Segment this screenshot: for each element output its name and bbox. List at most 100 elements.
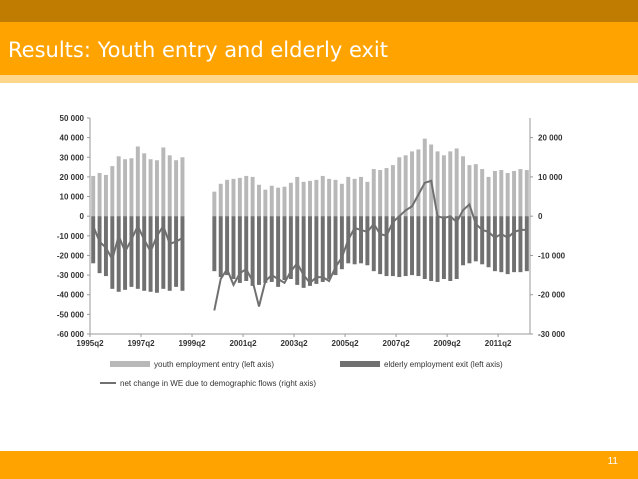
youth-entry-bar <box>473 164 478 217</box>
elderly-exit-bar <box>161 216 166 289</box>
youth-entry-bar <box>110 166 115 217</box>
elderly-exit-bar <box>365 216 370 266</box>
youth-entry-bar <box>263 189 268 217</box>
left-tick-label: 0 <box>80 212 85 221</box>
elderly-exit-bar <box>512 216 517 273</box>
elderly-exit-bar <box>429 216 434 281</box>
elderly-exit-bar <box>110 216 115 289</box>
left-tick-label: 50 000 <box>60 114 85 123</box>
x-tick-label: 1999q2 <box>178 339 206 348</box>
youth-entry-bar <box>480 169 485 217</box>
x-tick-label: 2005q2 <box>332 339 360 348</box>
elderly-exit-bar <box>416 216 421 277</box>
elderly-exit-bar <box>116 216 121 292</box>
youth-entry-bar <box>180 157 185 217</box>
youth-entry-bar <box>518 169 523 217</box>
youth-entry-bar <box>346 176 351 217</box>
youth-entry-bar <box>135 146 140 217</box>
legend-label-youth: youth employment entry (left axis) <box>154 360 274 369</box>
left-tick-label: 30 000 <box>60 153 85 162</box>
legend-swatch-youth <box>110 361 150 367</box>
elderly-exit-bar <box>371 216 376 272</box>
youth-entry-bar <box>435 151 440 217</box>
elderly-exit-bar <box>390 216 395 277</box>
elderly-exit-bar <box>403 216 408 277</box>
youth-entry-bar <box>250 176 255 217</box>
elderly-exit-bar <box>231 216 236 280</box>
elderly-exit-bar <box>480 216 485 265</box>
x-tick-label: 1997q2 <box>127 339 155 348</box>
youth-entry-bar <box>288 182 293 217</box>
elderly-exit-bar <box>435 216 440 282</box>
net-change-line <box>92 223 184 263</box>
youth-entry-bar <box>320 175 325 217</box>
youth-entry-bar <box>499 170 504 217</box>
youth-entry-bar <box>276 187 281 217</box>
elderly-exit-bar <box>467 216 472 264</box>
elderly-exit-bar <box>269 216 274 282</box>
chart: 50 000 40 000 30 000 20 000 10 000 0 -10 000 -2… <box>57 114 566 388</box>
title-bar: Results: Youth entry and elderly exit <box>0 22 638 75</box>
youth-entry-bar <box>461 156 466 217</box>
youth-entry-bar <box>244 175 249 217</box>
elderly-exit-bar <box>97 216 102 274</box>
header-top-bar <box>0 0 638 22</box>
left-tick-label: -40 000 <box>57 291 85 300</box>
elderly-exit-bar <box>320 216 325 282</box>
youth-entry-bar <box>467 165 472 217</box>
elderly-exit-bar <box>486 216 491 268</box>
header-accent-strip <box>0 75 638 83</box>
x-tick-label: 2001q2 <box>229 339 257 348</box>
youth-entry-bar <box>403 155 408 217</box>
youth-entry-bar <box>378 170 383 217</box>
chart-bars <box>91 138 529 293</box>
left-tick-label: 10 000 <box>60 193 85 202</box>
youth-entry-bar <box>237 177 242 217</box>
youth-entry-bar <box>167 155 172 217</box>
elderly-exit-bar <box>454 216 459 280</box>
youth-entry-bar <box>269 185 274 217</box>
youth-entry-bar <box>212 191 217 217</box>
elderly-exit-bar <box>142 216 147 291</box>
elderly-exit-bar <box>129 216 134 287</box>
legend-label-elderly: elderly employment exit (left axis) <box>384 360 503 369</box>
youth-entry-bar <box>123 159 128 217</box>
elderly-exit-bar <box>212 216 217 272</box>
youth-entry-bar <box>492 171 497 217</box>
elderly-exit-bar <box>237 216 242 283</box>
youth-entry-bar <box>454 148 459 217</box>
youth-entry-bar <box>441 155 446 217</box>
youth-entry-bar <box>161 147 166 217</box>
youth-entry-bar <box>231 178 236 217</box>
youth-entry-bar <box>314 179 319 217</box>
elderly-exit-bar <box>167 216 172 291</box>
x-tick-label: 2009q2 <box>434 339 462 348</box>
elderly-exit-bar <box>288 216 293 280</box>
elderly-exit-bar <box>295 216 300 285</box>
youth-entry-bar <box>129 158 134 217</box>
youth-entry-bar <box>257 184 261 217</box>
elderly-exit-bar <box>135 216 140 289</box>
left-tick-label: -30 000 <box>57 271 85 280</box>
youth-entry-bar <box>422 138 427 217</box>
youth-entry-bar <box>359 176 363 217</box>
elderly-exit-bar <box>339 216 344 270</box>
youth-entry-bar <box>397 157 402 217</box>
elderly-exit-bar <box>327 216 332 280</box>
youth-entry-bar <box>524 170 529 217</box>
elderly-exit-bar <box>276 216 281 287</box>
left-tick-label: -10 000 <box>57 232 85 241</box>
youth-entry-bar <box>410 151 415 217</box>
elderly-exit-bar <box>518 216 523 273</box>
elderly-exit-bar <box>218 216 223 278</box>
elderly-exit-bar <box>473 216 478 262</box>
elderly-exit-bar <box>103 216 108 277</box>
youth-entry-bar <box>148 159 153 217</box>
right-tick-label: 0 <box>538 212 543 221</box>
youth-entry-bar <box>154 160 159 217</box>
youth-entry-bar <box>371 169 376 217</box>
x-tick-label: 2011q2 <box>485 339 512 348</box>
right-tick-label: -10 000 <box>538 251 566 260</box>
elderly-exit-bar <box>250 216 255 286</box>
page-number: 11 <box>607 456 618 467</box>
